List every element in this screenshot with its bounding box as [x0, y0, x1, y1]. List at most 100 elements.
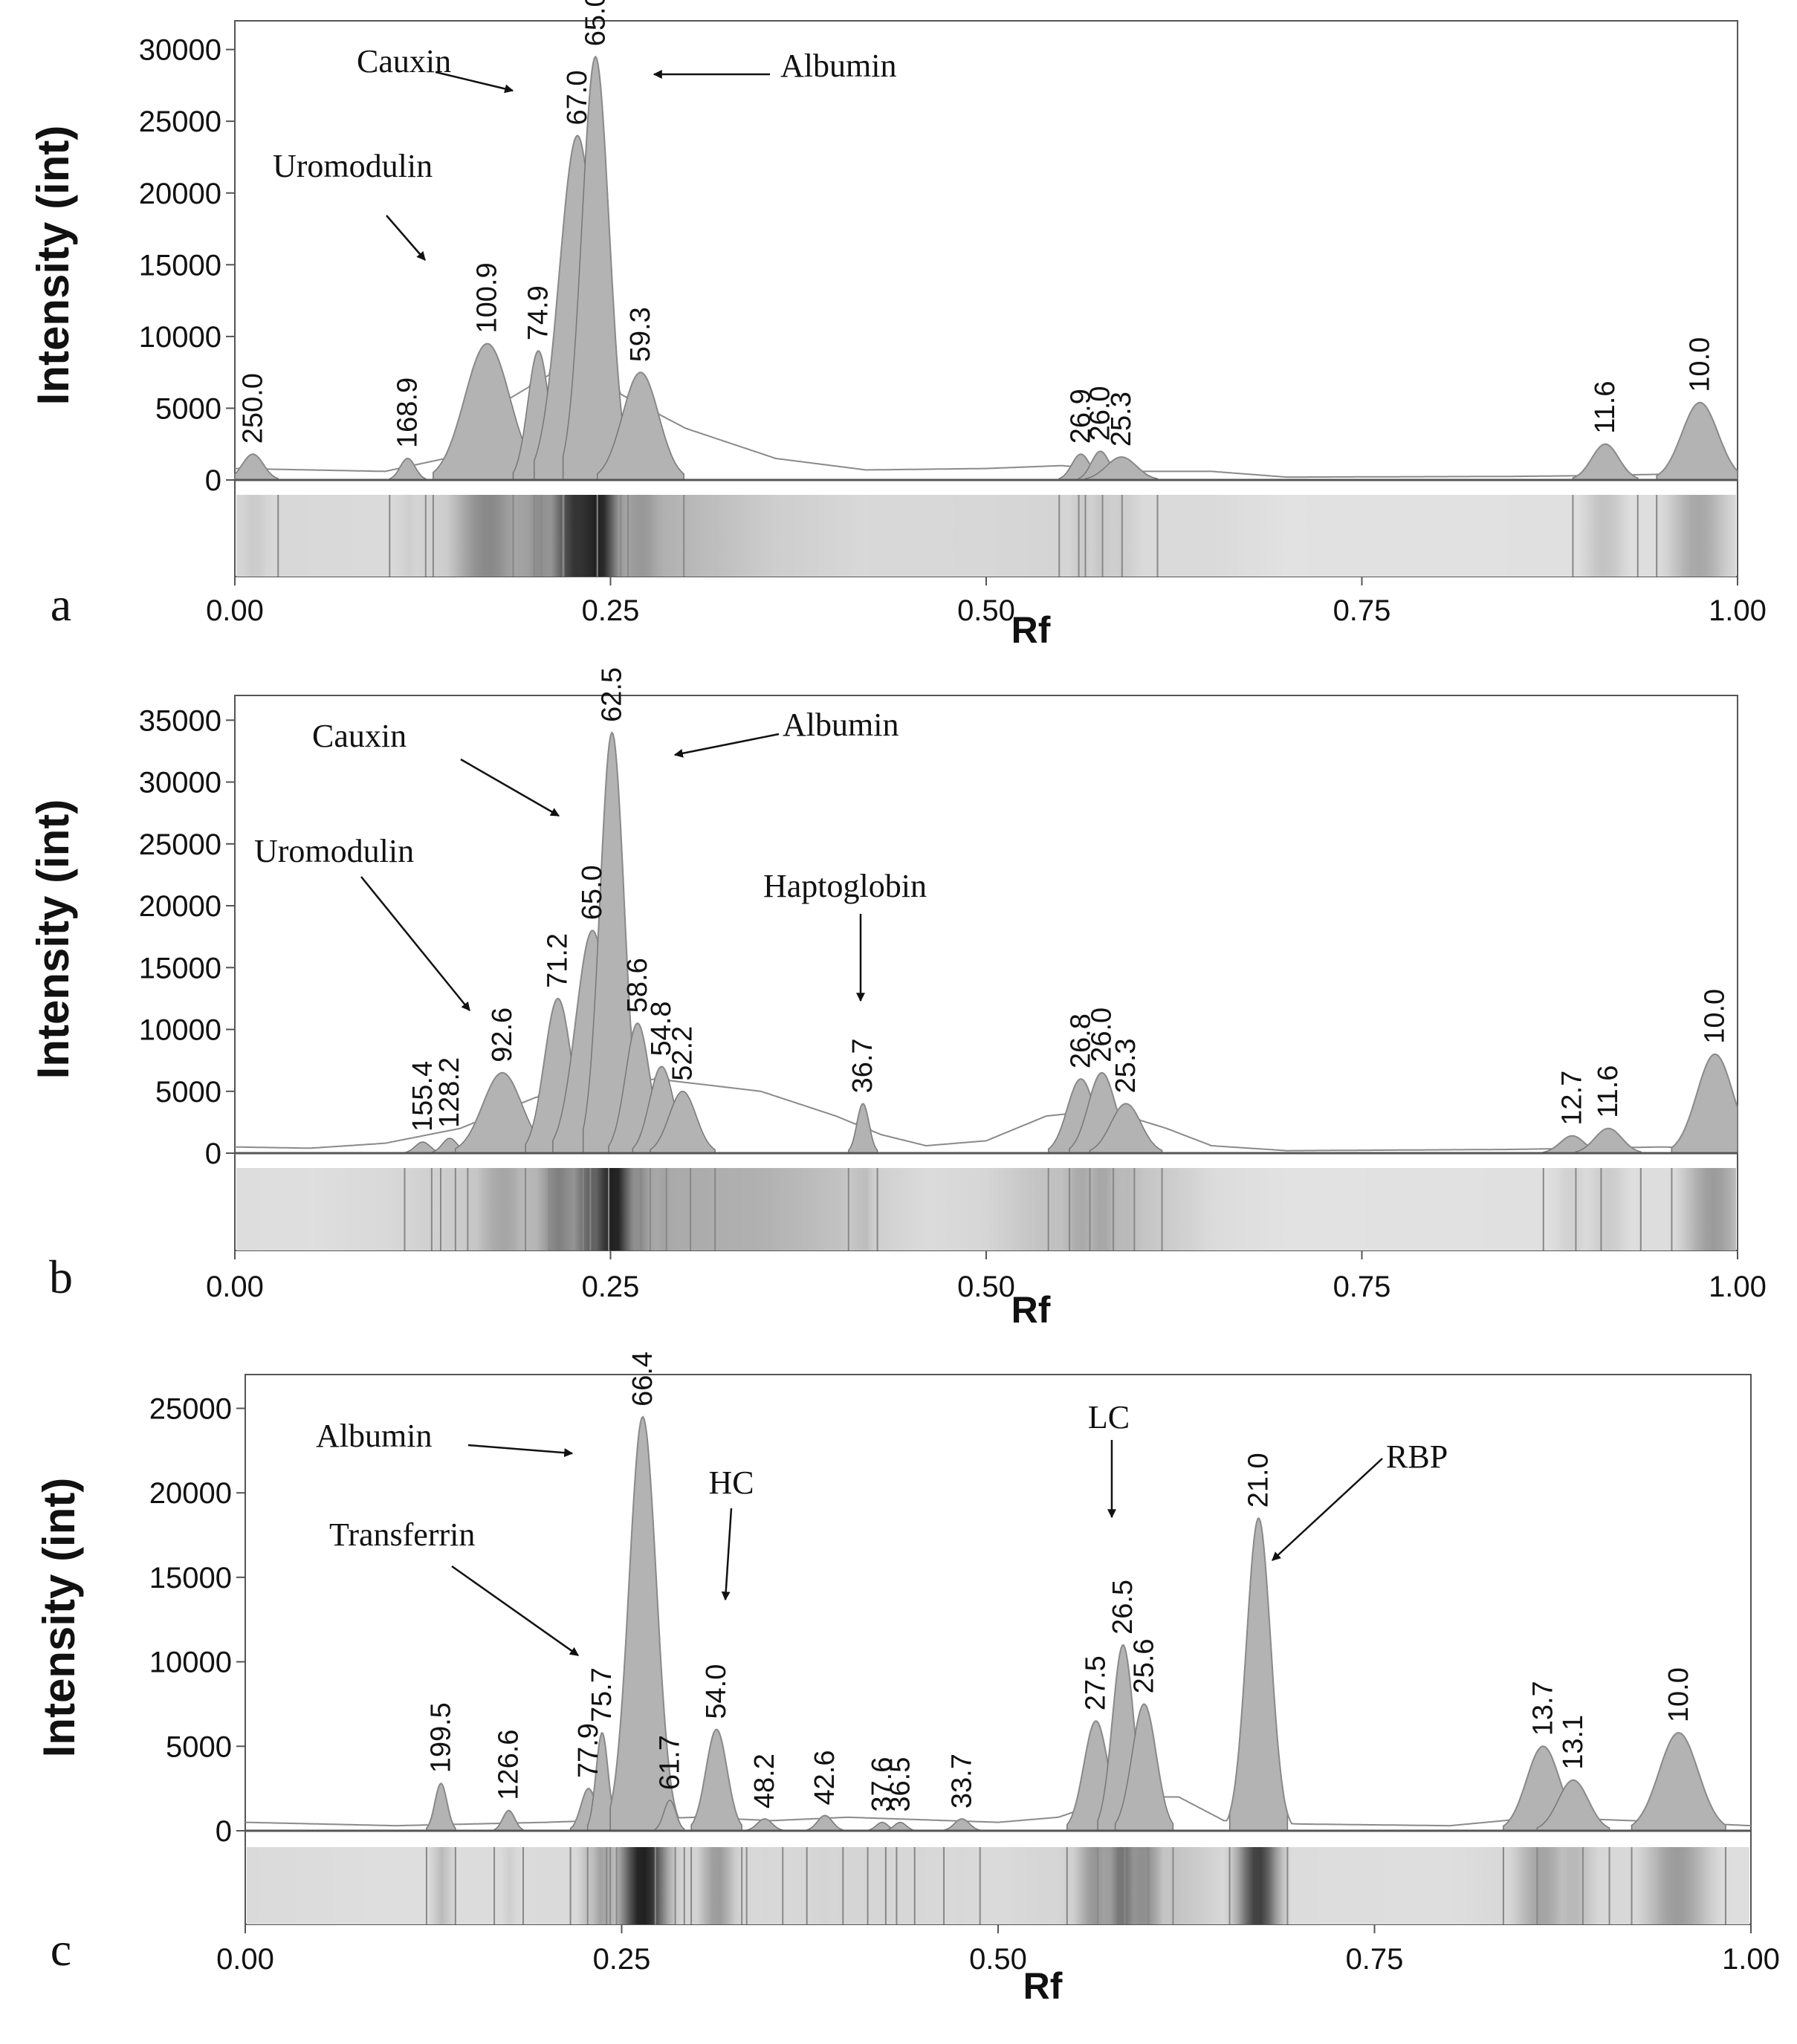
- peak-label: 250.0: [237, 373, 268, 444]
- annotation-label: Albumin: [780, 48, 896, 84]
- annotation-label: Transferrin: [329, 1516, 475, 1553]
- x-tick-label: 0.50: [957, 1271, 1015, 1303]
- x-tick-label: 0.25: [582, 1271, 640, 1303]
- peak-area: [885, 1821, 916, 1832]
- peak-label: 36.5: [884, 1757, 916, 1812]
- x-tick-label: 0.00: [216, 1943, 274, 1976]
- y-tick-label: 5000: [155, 1076, 221, 1109]
- chart-panel-b: 0 5000 10000 15000 20000 25000 30000 35000 0.00 0…: [28, 667, 1767, 1331]
- intensity-trace: [245, 1415, 1752, 1827]
- y-tick-label: 15000: [139, 952, 221, 984]
- intensity-trace: [234, 55, 1738, 478]
- chart-panel-a: 0 5000 10000 15000 20000 25000 30000 0.00 0.25 0.…: [28, 0, 1767, 651]
- y-tick-label: 20000: [139, 890, 221, 923]
- peak-label: 75.7: [586, 1667, 618, 1722]
- y-tick-label: 25000: [139, 828, 221, 861]
- x-tick-label: 1.00: [1709, 594, 1767, 627]
- peak-label: 71.2: [543, 933, 574, 988]
- annotation-label: Haptoglobin: [763, 868, 927, 904]
- peak-label: 12.7: [1557, 1071, 1588, 1126]
- x-axis-label: Rf: [1023, 1965, 1063, 2007]
- peak-label: 26.0: [1087, 1008, 1118, 1062]
- y-tick-label: 0: [205, 464, 221, 497]
- annotation-label: Albumin: [316, 1418, 432, 1454]
- y-tick-label: 25000: [139, 106, 221, 138]
- peak-area: [650, 1091, 716, 1154]
- y-tick-label: 30000: [139, 767, 221, 799]
- peak-label: 10.0: [1663, 1667, 1694, 1722]
- annotation-label: LC: [1088, 1399, 1130, 1435]
- y-tick-label: 20000: [139, 178, 221, 210]
- peak-label: 26.8: [1065, 1013, 1096, 1068]
- annotation-arrow: [451, 1565, 579, 1657]
- y-tick-label: 5000: [166, 1730, 232, 1763]
- peak-label: 54.0: [701, 1664, 732, 1719]
- annotation-label: Albumin: [783, 707, 898, 743]
- annotation-arrow: [360, 876, 470, 1011]
- y-tick-label: 15000: [139, 249, 221, 282]
- y-tick-label: 10000: [139, 321, 221, 354]
- annotation-label: Cauxin: [357, 43, 451, 80]
- annotation-arrow: [721, 1508, 733, 1601]
- peak-label: 128.2: [434, 1057, 465, 1128]
- panel-letter: a: [51, 578, 71, 631]
- plot-frame: [234, 695, 1738, 1251]
- annotation-arrow: [460, 758, 560, 817]
- x-tick-label: 0.50: [969, 1943, 1027, 1976]
- annotation-arrow: [467, 1444, 574, 1458]
- peak-label: 13.1: [1558, 1715, 1589, 1770]
- peak-label: 33.7: [946, 1753, 977, 1808]
- x-tick-label: 1.00: [1709, 1271, 1767, 1303]
- x-tick-label: 0.75: [1333, 1271, 1391, 1303]
- annotation-label: RBP: [1386, 1438, 1448, 1475]
- annotation-label: Uromodulin: [273, 148, 433, 184]
- gel-lane: [236, 495, 1736, 577]
- peak-label: 11.6: [1590, 381, 1621, 434]
- panel-letter: c: [51, 1923, 71, 1976]
- x-axis-label: Rf: [1011, 609, 1051, 651]
- y-tick-label: 35000: [139, 704, 221, 737]
- peak-label: 10.0: [1700, 989, 1731, 1044]
- peak-label: 26.9: [1065, 389, 1096, 444]
- peak-label: 25.3: [1110, 1038, 1142, 1093]
- peak-label: 92.6: [487, 1008, 518, 1062]
- plot-frame: [234, 20, 1738, 577]
- peak-label: 168.9: [392, 377, 424, 448]
- y-tick-label: 15000: [149, 1562, 232, 1594]
- peak-label: 52.2: [667, 1026, 699, 1081]
- chart-panel-c: 0 5000 10000 15000 20000 25000 0.00 0.25 0.50 0.7…: [34, 1352, 1780, 2007]
- y-axis-label: Intensity (int): [28, 799, 78, 1080]
- peak-area: [655, 1800, 685, 1832]
- y-tick-label: 20000: [149, 1477, 232, 1510]
- panel-letter: b: [49, 1250, 73, 1303]
- peak-label: 67.0: [562, 71, 593, 126]
- y-tick-label: 0: [205, 1138, 221, 1170]
- peak-label: 48.2: [749, 1753, 780, 1808]
- peak-label: 25.3: [1106, 392, 1137, 447]
- annotation-label: Cauxin: [312, 718, 407, 754]
- peak-label: 42.6: [809, 1751, 841, 1805]
- peak-label: 25.6: [1129, 1638, 1160, 1693]
- peak-label: 62.5: [597, 667, 628, 722]
- peak-label: 65.0: [580, 0, 611, 46]
- peak-label: 11.6: [1593, 1065, 1624, 1118]
- peak-label: 77.9: [573, 1723, 604, 1778]
- x-tick-label: 0.50: [957, 594, 1015, 627]
- peak-label: 65.0: [577, 865, 608, 920]
- annotation-arrow: [673, 733, 780, 758]
- annotation-label: Uromodulin: [254, 833, 414, 869]
- x-tick-label: 0.00: [206, 1271, 264, 1303]
- peak-label: 61.7: [654, 1735, 685, 1790]
- peak-label: 26.0: [1085, 386, 1116, 441]
- gel-lane: [247, 1847, 1749, 1924]
- annotation-arrow: [386, 215, 426, 261]
- peak-label: 27.5: [1081, 1655, 1112, 1710]
- y-tick-label: 10000: [139, 1014, 221, 1047]
- y-axis-label: Intensity (int): [34, 1478, 84, 1758]
- peak-label: 74.9: [522, 285, 554, 340]
- peak-label: 37.6: [867, 1757, 898, 1812]
- x-tick-label: 0.25: [582, 594, 640, 627]
- peak-label: 10.0: [1684, 337, 1715, 392]
- peak-label: 66.4: [627, 1352, 658, 1407]
- gel-lane: [236, 1168, 1736, 1250]
